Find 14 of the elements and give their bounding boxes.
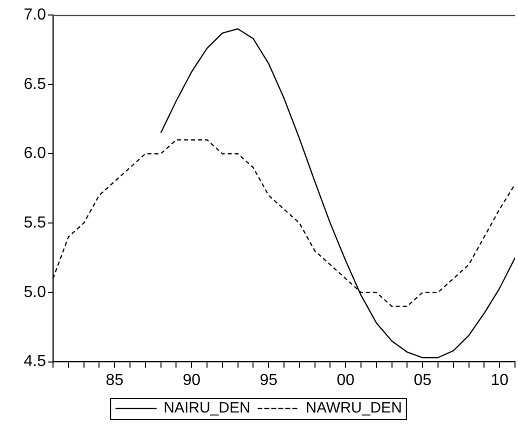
- y-tick-label: 7.0: [24, 6, 46, 24]
- y-tick-label: 4.5: [24, 353, 46, 370]
- x-tick-label: 85: [106, 372, 124, 389]
- x-tick-label: 90: [182, 372, 201, 389]
- y-tick-label: 5.5: [24, 214, 46, 232]
- x-tick-label: 05: [414, 372, 432, 389]
- x-tick-label: 10: [490, 372, 509, 389]
- legend-label: NAWRU_DEN: [306, 400, 402, 417]
- legend-label: NAIRU_DEN: [164, 400, 250, 417]
- y-tick-label: 6.0: [24, 145, 46, 162]
- y-tick-label: 6.5: [24, 76, 46, 93]
- x-tick-label: 00: [336, 372, 355, 389]
- y-tick-label: 5.0: [24, 284, 46, 301]
- x-tick-label: 95: [260, 372, 278, 389]
